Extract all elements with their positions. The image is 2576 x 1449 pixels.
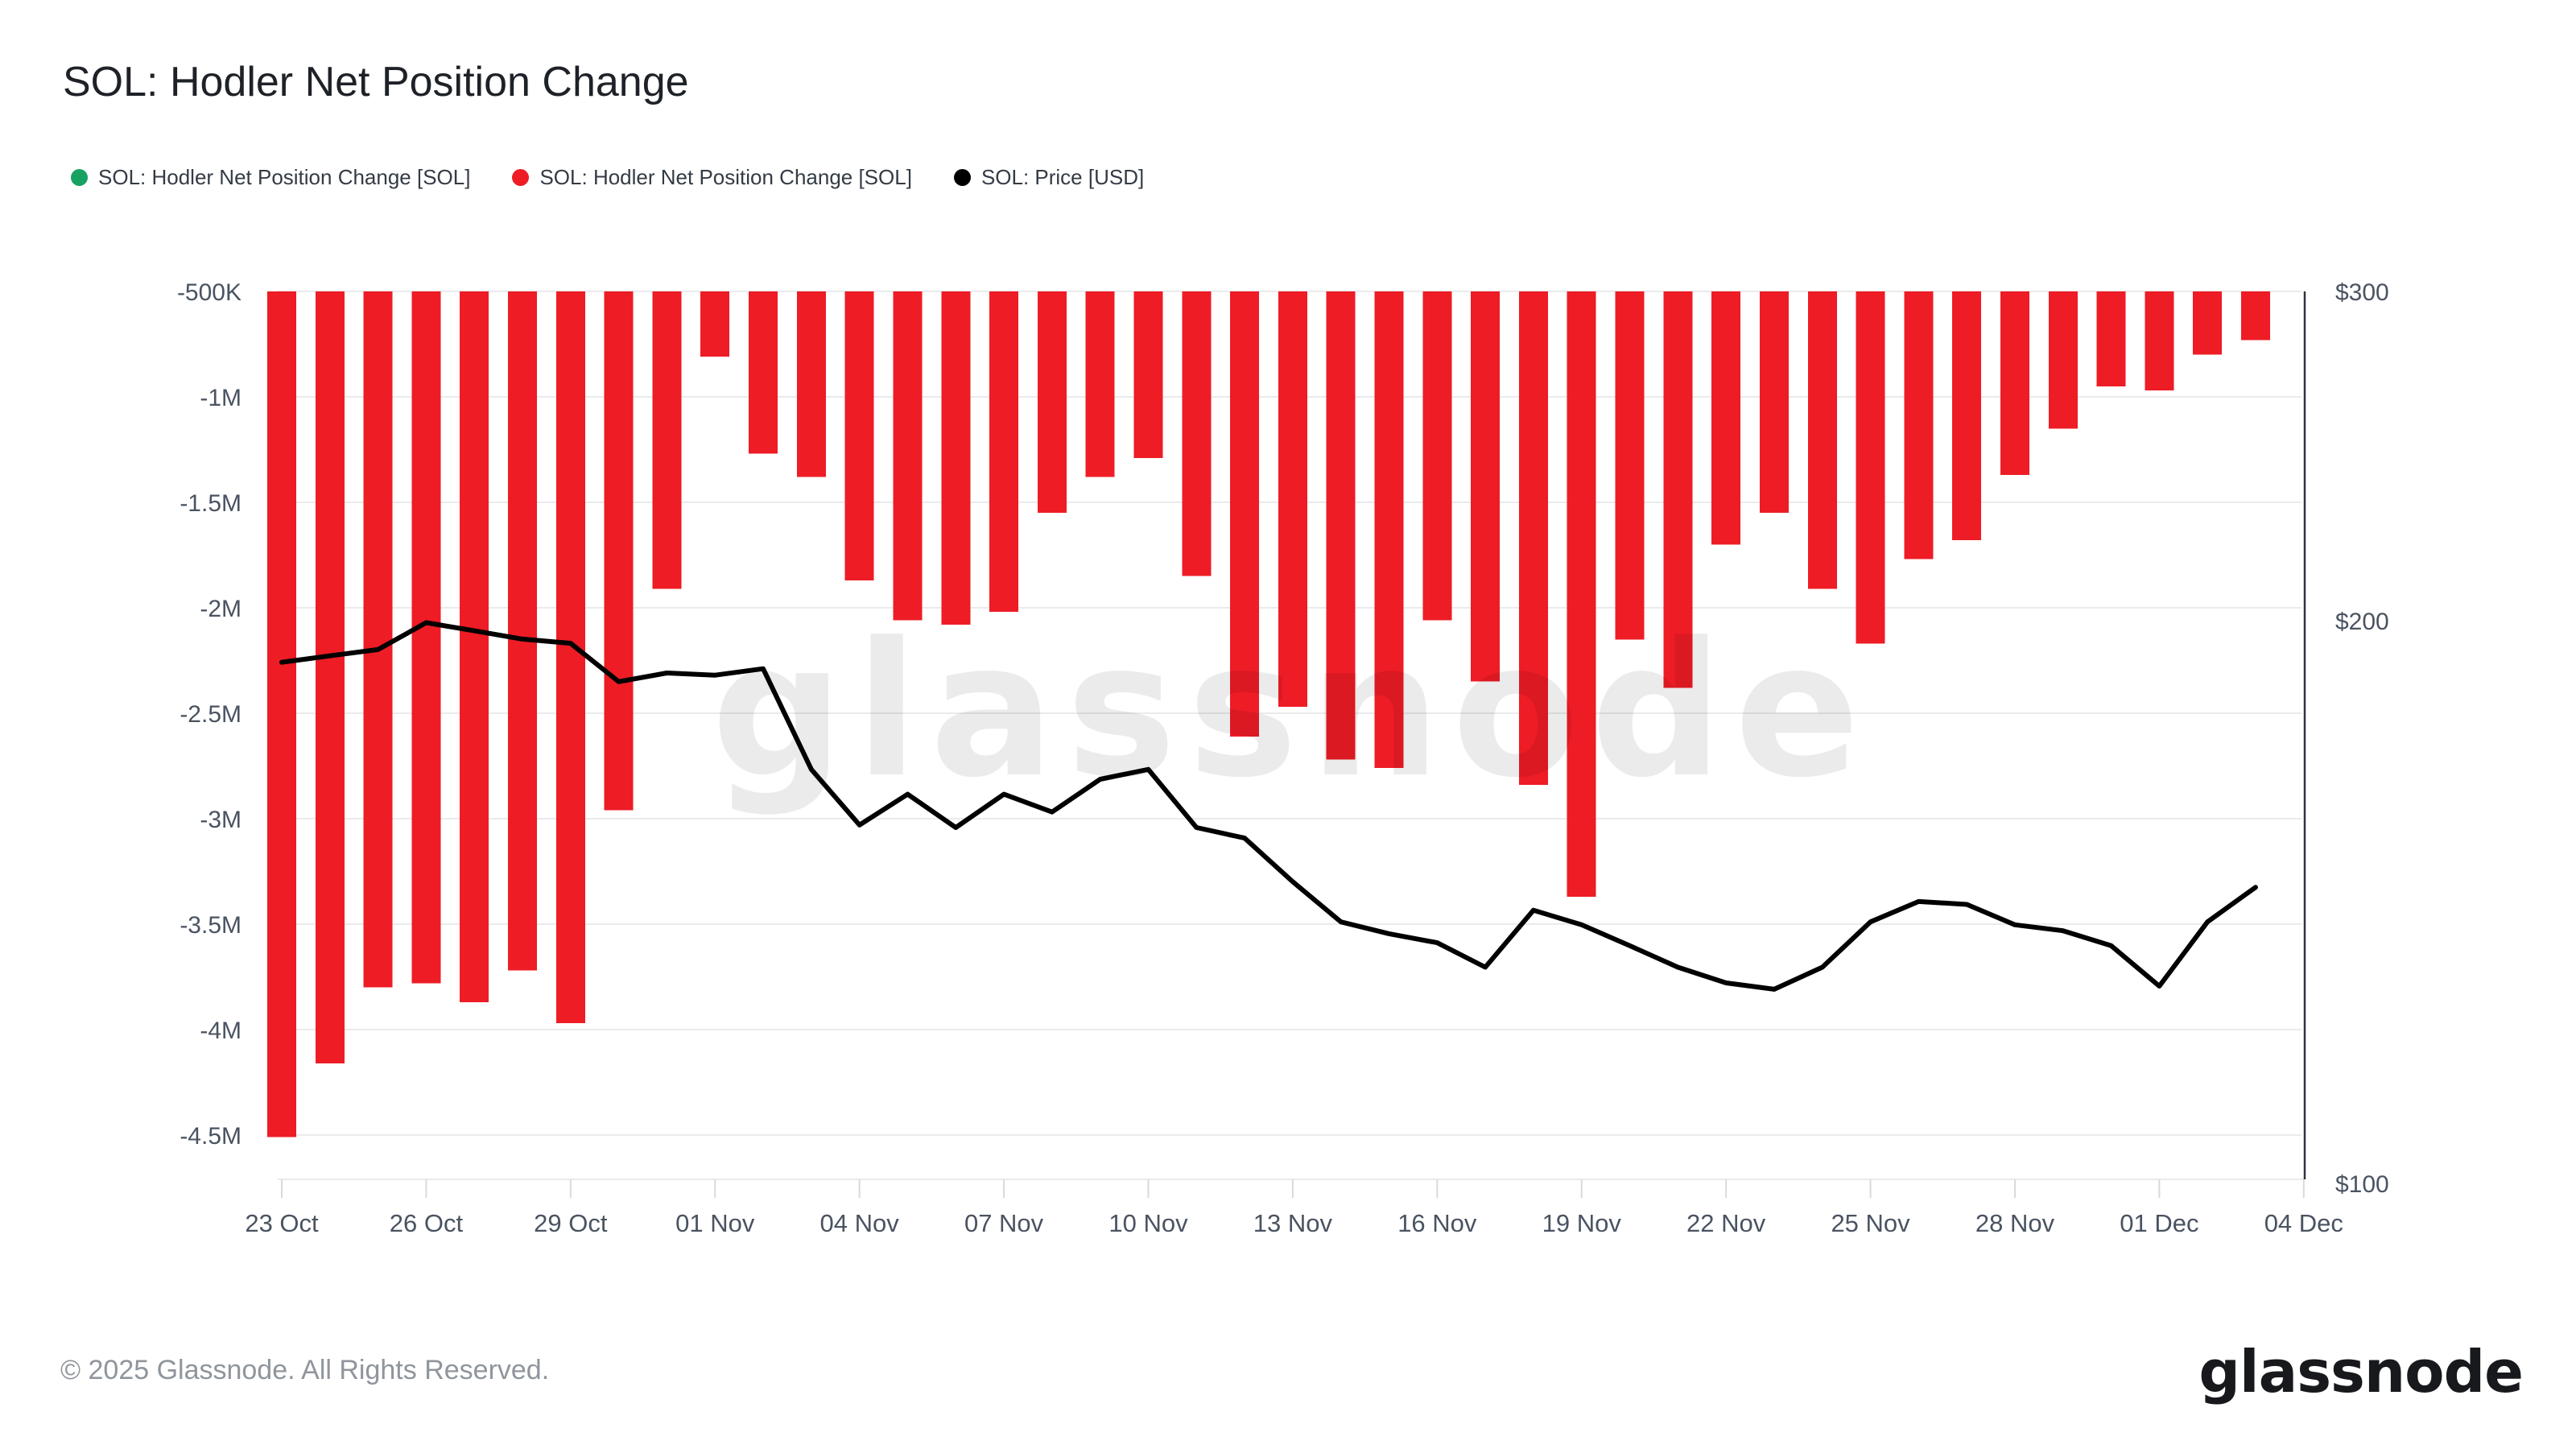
bar-28-nov[interactable] (2000, 291, 2029, 475)
bar-02-nov[interactable] (749, 291, 778, 454)
bar-31-oct[interactable] (652, 291, 682, 589)
bar-12-nov[interactable] (1230, 291, 1260, 737)
legend-label: SOL: Price [USD] (980, 164, 1145, 189)
copyright-text: © 2025 Glassnode. All Rights Reserved. (60, 1355, 550, 1385)
bar-03-nov[interactable] (796, 291, 826, 477)
legend-dot-green-icon (71, 168, 88, 186)
bar-13-nov[interactable] (1278, 291, 1307, 708)
bar-08-nov[interactable] (1037, 291, 1067, 514)
bar-02-dec[interactable] (2193, 291, 2223, 355)
legend-item-hodler-positive[interactable]: SOL: Hodler Net Position Change [SOL] (71, 165, 470, 190)
x-axis-tick-label: 07 Nov (964, 1209, 1044, 1237)
x-axis-tick-label: 16 Nov (1397, 1209, 1477, 1237)
bar-05-nov[interactable] (893, 291, 923, 621)
left-axis-tick-label: -4.5M (180, 1123, 242, 1150)
bar-23-nov[interactable] (1759, 291, 1789, 514)
legend-item-hodler-negative[interactable]: SOL: Hodler Net Position Change [SOL] (512, 164, 912, 190)
bar-29-oct[interactable] (555, 291, 585, 1024)
page-title: SOL: Hodler Net Position Change (63, 59, 689, 105)
legend: SOL: Hodler Net Position Change [SOL] SO… (71, 161, 1144, 193)
legend-label: SOL: Hodler Net Position Change [SOL] (539, 164, 912, 189)
x-axis-tick-label: 26 Oct (390, 1209, 464, 1237)
x-axis-tick-label: 04 Nov (820, 1209, 900, 1237)
x-axis-tick-label: 04 Dec (2264, 1209, 2343, 1237)
x-axis-tick-label: 23 Oct (245, 1209, 319, 1237)
bar-30-oct[interactable] (604, 291, 634, 811)
right-axis-tick-label: $100 (2335, 1171, 2389, 1198)
bar-27-oct[interactable] (460, 291, 489, 1002)
bar-26-nov[interactable] (1904, 291, 1934, 559)
bar-06-nov[interactable] (941, 291, 971, 625)
x-axis-tick-label: 19 Nov (1542, 1209, 1622, 1237)
bar-01-nov[interactable] (700, 291, 730, 357)
bar-28-oct[interactable] (508, 291, 538, 971)
bar-14-nov[interactable] (1326, 291, 1356, 760)
bar-21-nov[interactable] (1663, 291, 1693, 688)
bar-04-nov[interactable] (844, 291, 874, 580)
bar-01-dec[interactable] (2145, 291, 2174, 391)
bar-23-oct[interactable] (267, 291, 296, 1137)
x-axis-tick-label: 22 Nov (1686, 1209, 1766, 1237)
right-axis-tick-label: $200 (2335, 609, 2389, 635)
bar-25-nov[interactable] (1856, 291, 1885, 644)
bar-29-nov[interactable] (2048, 291, 2078, 429)
bar-24-oct[interactable] (315, 291, 345, 1063)
x-axis-tick-label: 29 Oct (534, 1209, 608, 1237)
bar-18-nov[interactable] (1518, 291, 1548, 786)
left-axis-tick-label: -500K (177, 279, 242, 306)
x-axis-tick-label: 28 Nov (1975, 1209, 2055, 1237)
left-axis-tick-label: -1.5M (180, 490, 242, 517)
bar-22-nov[interactable] (1711, 291, 1741, 545)
bar-20-nov[interactable] (1615, 291, 1645, 640)
bar-03-dec[interactable] (2241, 291, 2271, 341)
left-axis-tick-label: -3.5M (180, 912, 242, 939)
legend-dot-red-icon (512, 168, 530, 186)
right-axis-tick-label: $300 (2335, 279, 2389, 306)
glassnode-watermark: glassnode (712, 604, 1872, 819)
left-axis-tick-label: -4M (200, 1018, 242, 1044)
bar-16-nov[interactable] (1422, 291, 1452, 621)
x-axis-tick-label: 01 Nov (675, 1209, 755, 1237)
bar-10-nov[interactable] (1133, 291, 1163, 458)
legend-dot-black-icon (953, 168, 971, 186)
bar-25-oct[interactable] (363, 291, 393, 988)
bar-26-oct[interactable] (411, 291, 441, 984)
bar-19-nov[interactable] (1567, 291, 1596, 897)
left-axis-tick-label: -2M (200, 596, 242, 622)
left-axis-tick-label: -3M (200, 807, 242, 833)
bar-11-nov[interactable] (1182, 291, 1212, 576)
price-line (279, 620, 2258, 992)
bar-15-nov[interactable] (1374, 291, 1404, 769)
left-axis-tick-label: -2.5M (180, 701, 242, 728)
x-axis-tick-label: 13 Nov (1253, 1209, 1333, 1237)
left-axis-tick-label: -1M (200, 385, 242, 411)
bar-09-nov[interactable] (1085, 291, 1115, 477)
x-axis-tick-label: 01 Dec (2120, 1209, 2198, 1237)
x-axis-tick-label: 25 Nov (1831, 1209, 1910, 1237)
legend-item-price[interactable]: SOL: Price [USD] (953, 164, 1145, 190)
x-axis-tick-label: 10 Nov (1108, 1209, 1188, 1237)
bar-27-nov[interactable] (1952, 291, 1982, 541)
bar-17-nov[interactable] (1471, 291, 1501, 682)
bar-07-nov[interactable] (989, 291, 1019, 613)
glassnode-logo: glassnode (2198, 1338, 2524, 1406)
bar-30-nov[interactable] (2096, 291, 2126, 386)
bar-24-nov[interactable] (1807, 291, 1837, 589)
legend-label: SOL: Hodler Net Position Change [SOL] (98, 164, 471, 189)
